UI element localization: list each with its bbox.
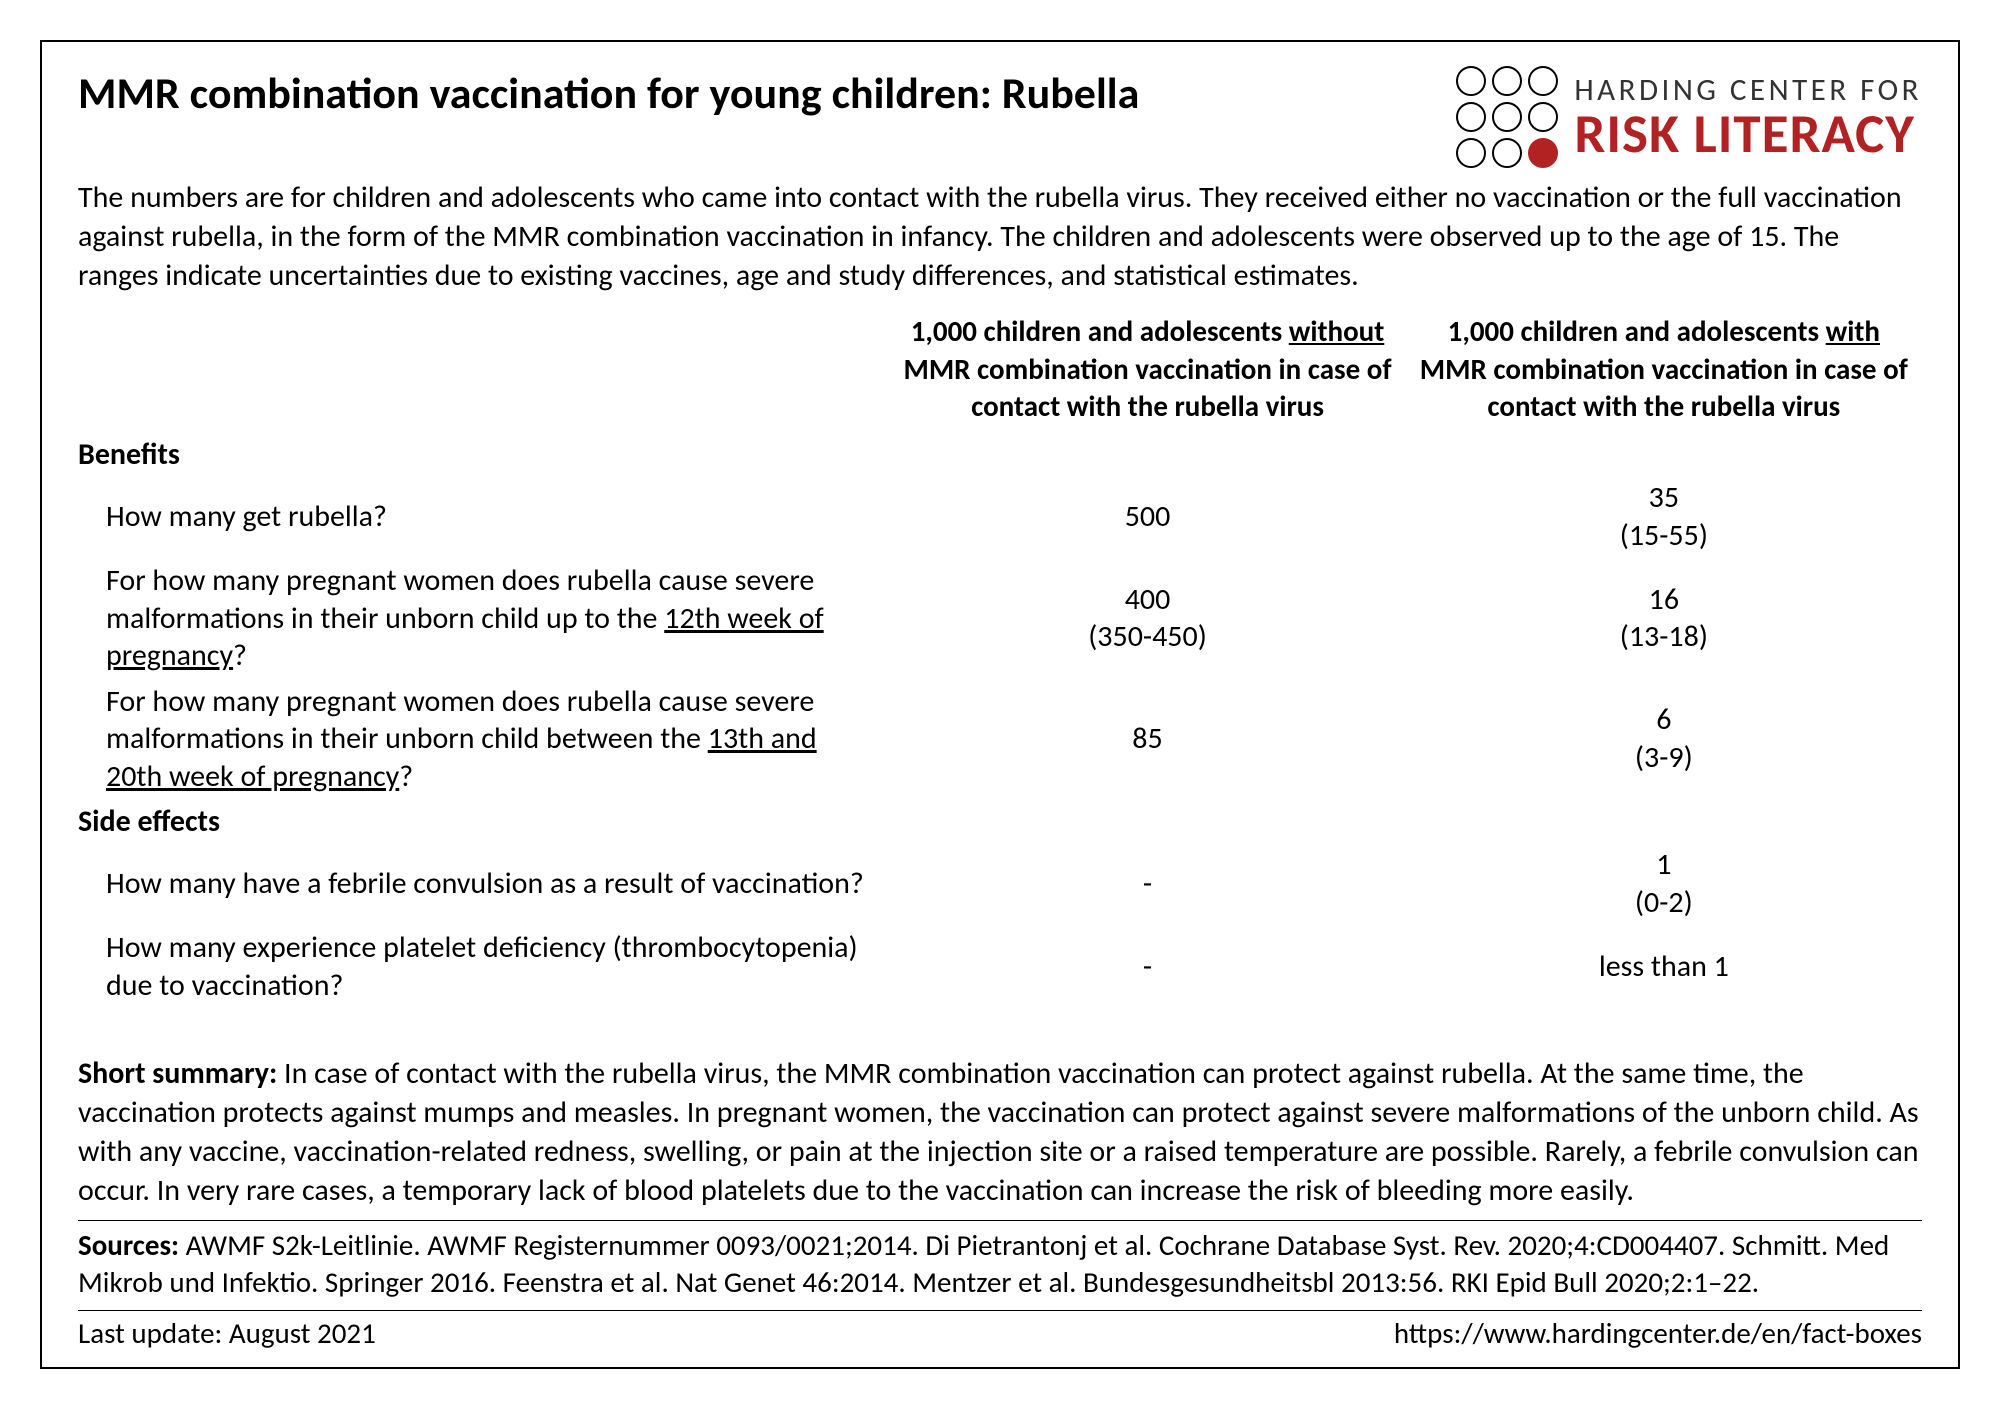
section-benefits: Benefits — [78, 436, 1922, 473]
cell-without: - — [889, 865, 1405, 903]
footer-url: https://www.hardingcenter.de/en/fact-box… — [1394, 1315, 1922, 1351]
logo-line2: RISK LITERACY — [1574, 106, 1922, 161]
table-row: For how many pregnant women does rubella… — [78, 683, 1922, 796]
org-logo: HARDING CENTER FOR RISK LITERACY — [1456, 66, 1922, 170]
cell-with: 16 (13-18) — [1406, 581, 1922, 656]
last-update: Last update: August 2021 — [78, 1315, 376, 1351]
cell-with: 6 (3-9) — [1406, 701, 1922, 776]
table-row: How many experience platelet deficiency … — [78, 929, 1922, 1004]
col-header-with: 1,000 children and adolescents with MMR … — [1406, 313, 1922, 426]
logo-circles-icon — [1456, 66, 1560, 170]
table-row: How many get rubella? 500 35 (15-55) — [78, 479, 1922, 554]
cell-without: 500 — [889, 498, 1405, 536]
summary-label: Short summary: — [78, 1055, 284, 1092]
column-headers: 1,000 children and adolescents without M… — [78, 313, 1922, 426]
table-row: For how many pregnant women does rubella… — [78, 562, 1922, 675]
cell-with: less than 1 — [1406, 948, 1922, 986]
table-row: How many have a febrile convulsion as a … — [78, 846, 1922, 921]
row-label: For how many pregnant women does rubella… — [78, 562, 889, 675]
header-row: MMR combination vaccination for young ch… — [78, 66, 1922, 170]
page-title: MMR combination vaccination for young ch… — [78, 66, 1456, 121]
sources-label: Sources: — [78, 1227, 186, 1263]
logo-text: HARDING CENTER FOR RISK LITERACY — [1574, 75, 1922, 161]
intro-text: The numbers are for children and adolesc… — [78, 178, 1922, 295]
fact-box-container: MMR combination vaccination for young ch… — [40, 40, 1960, 1369]
cell-without: 85 — [889, 720, 1405, 758]
cell-with: 1 (0-2) — [1406, 846, 1922, 921]
summary-text: Short summary: In case of contact with t… — [78, 1050, 1922, 1210]
cell-without: 400 (350-450) — [889, 581, 1405, 656]
row-label: How many have a febrile convulsion as a … — [78, 865, 889, 903]
footer: Last update: August 2021 https://www.har… — [78, 1310, 1922, 1351]
section-side-effects: Side effects — [78, 803, 1922, 840]
row-label: How many get rubella? — [78, 498, 889, 536]
cell-without: - — [889, 948, 1405, 986]
sources-text: Sources: AWMF S2k-Leitlinie. AWMF Regist… — [78, 1220, 1922, 1302]
cell-with: 35 (15-55) — [1406, 479, 1922, 554]
row-label: For how many pregnant women does rubella… — [78, 683, 889, 796]
col-header-without: 1,000 children and adolescents without M… — [889, 313, 1405, 426]
row-label: How many experience platelet deficiency … — [78, 929, 889, 1004]
data-table: 1,000 children and adolescents without M… — [78, 313, 1922, 1042]
